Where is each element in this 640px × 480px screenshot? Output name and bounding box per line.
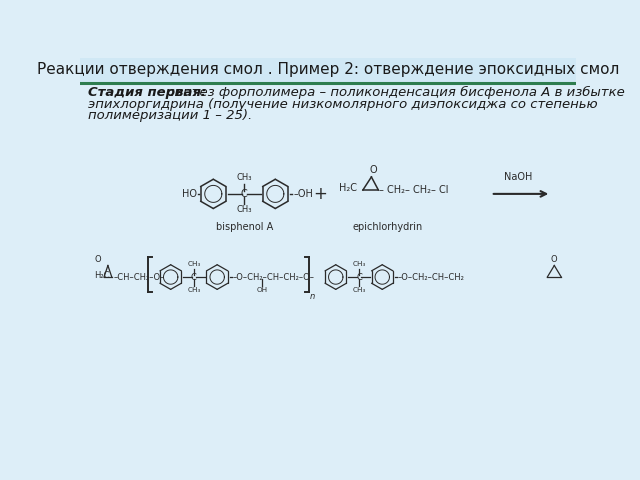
Text: синтез форполимера – поликонденсация бисфенола А в избытке: синтез форполимера – поликонденсация бис…	[163, 86, 625, 99]
Text: Реакции отверждения смол . Пример 2: отверждение эпоксидных смол: Реакции отверждения смол . Пример 2: отв…	[37, 62, 619, 77]
Text: C: C	[356, 273, 362, 282]
Text: O: O	[369, 165, 377, 175]
Text: O: O	[95, 255, 101, 264]
Text: CH₃: CH₃	[188, 287, 200, 293]
Text: C: C	[191, 273, 197, 282]
Text: –O–CH₂–CH–CH₂–O–: –O–CH₂–CH–CH₂–O–	[233, 273, 315, 282]
Text: эпихлоргидрина (получение низкомолярного диэпоксиджа со степенью: эпихлоргидрина (получение низкомолярного…	[88, 97, 597, 111]
Text: –O–CH₂–CH–CH₂: –O–CH₂–CH–CH₂	[397, 273, 465, 282]
Text: – CH₂– CH₂– Cl: – CH₂– CH₂– Cl	[379, 185, 449, 195]
Text: H₂C: H₂C	[94, 271, 109, 280]
Text: OH: OH	[257, 287, 268, 293]
Bar	[80, 58, 576, 82]
Text: CH₃: CH₃	[237, 205, 252, 215]
Text: CH₃: CH₃	[352, 287, 365, 293]
Text: CH₃: CH₃	[352, 261, 365, 267]
Text: epichlorhydrin: epichlorhydrin	[353, 222, 423, 232]
Text: bisphenol A: bisphenol A	[216, 222, 273, 232]
Text: –OH: –OH	[293, 189, 313, 199]
Text: CH₃: CH₃	[188, 261, 200, 267]
Text: O: O	[551, 255, 557, 264]
Text: C: C	[241, 189, 248, 199]
Text: Стадия первая:: Стадия первая:	[88, 86, 206, 99]
Text: n: n	[310, 292, 316, 301]
Text: HO: HO	[182, 189, 197, 199]
Text: CH₃: CH₃	[237, 173, 252, 182]
Text: полимеризации 1 – 25).: полимеризации 1 – 25).	[88, 109, 252, 122]
Text: –CH–CH₂–O–: –CH–CH₂–O–	[113, 273, 164, 282]
Text: NaOH: NaOH	[504, 172, 532, 182]
Text: H₂C: H₂C	[339, 183, 356, 193]
Text: +: +	[314, 185, 327, 203]
